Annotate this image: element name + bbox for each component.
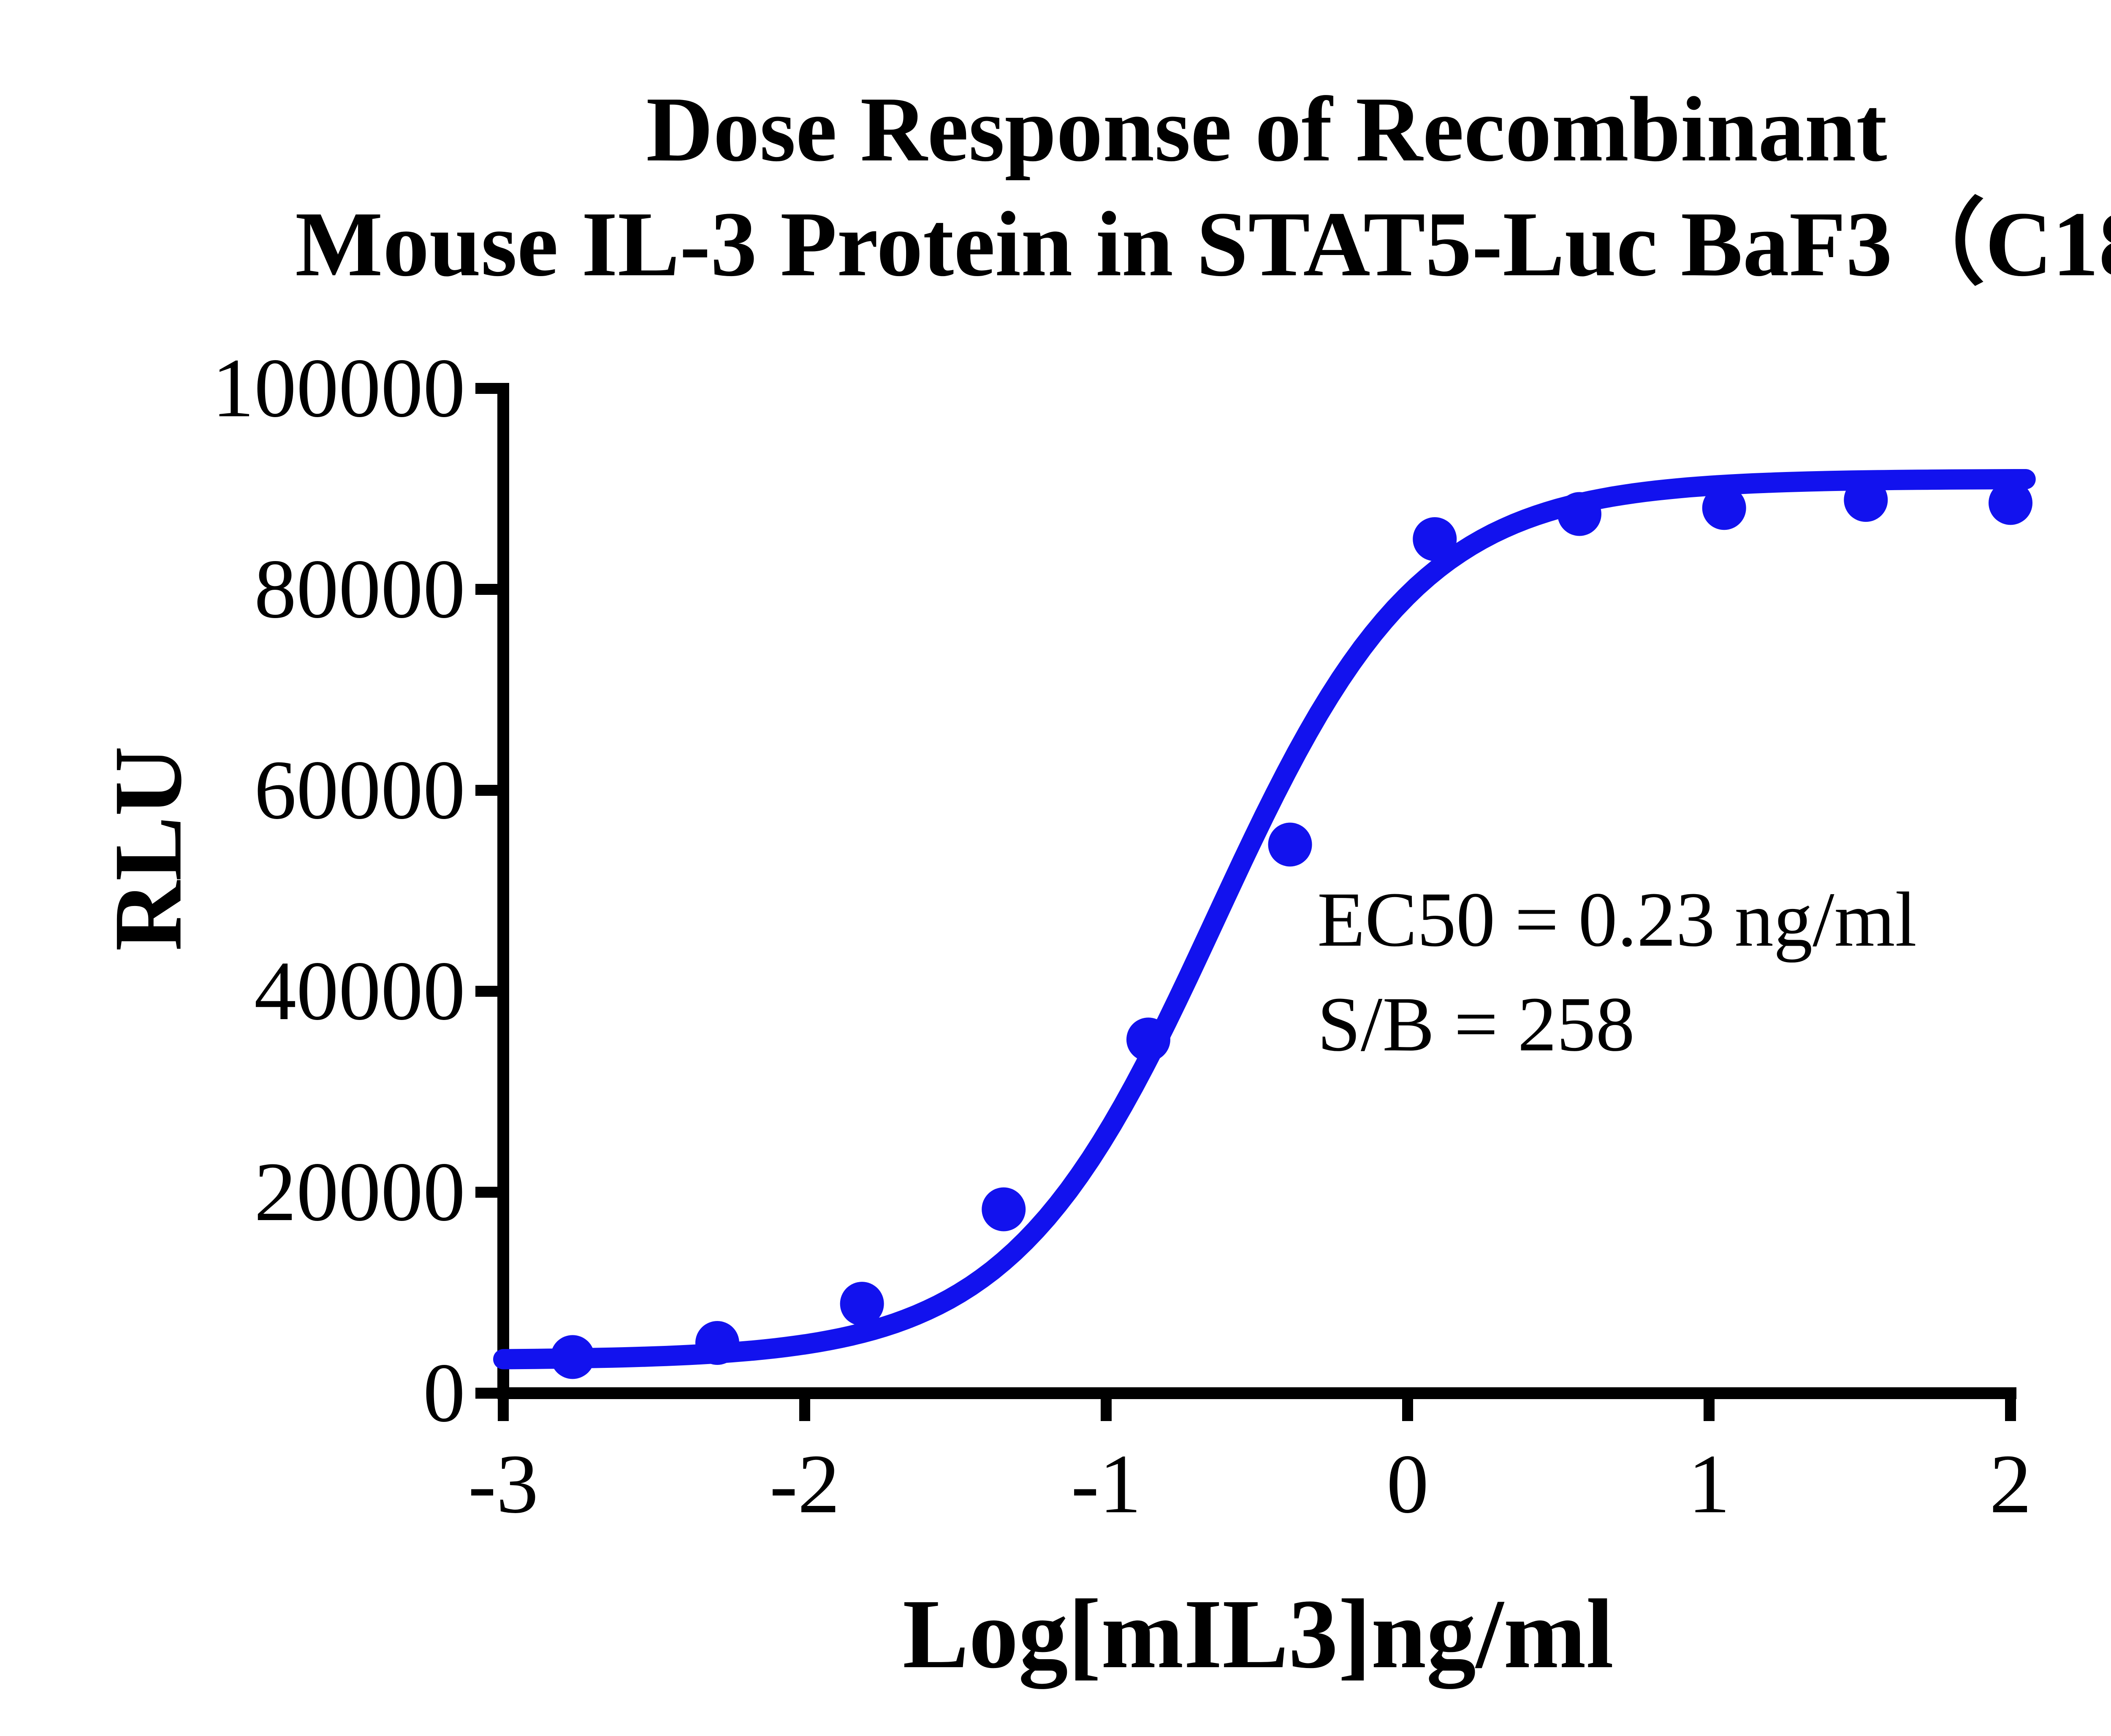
- x-tick-label: -2: [770, 1438, 840, 1531]
- x-axis-label: Log[mIL3]ng/ml: [902, 1579, 1614, 1689]
- data-point: [1557, 492, 1601, 536]
- fit-curve: [493, 469, 2036, 1370]
- y-tick-label: 20000: [254, 1145, 465, 1239]
- data-point: [1844, 478, 1888, 522]
- annotation-ec50: EC50 = 0.23 ng/ml: [1317, 876, 1917, 963]
- y-tick-label: 40000: [254, 944, 465, 1038]
- data-point: [695, 1321, 739, 1365]
- chart-title-line1: Dose Response of Recombinant: [646, 78, 1887, 181]
- y-tick-label: 100000: [212, 342, 465, 435]
- annotation-box: EC50 = 0.23 ng/ml S/B = 258: [1317, 868, 1917, 1077]
- y-tick-label: 60000: [254, 743, 465, 837]
- annotation-sb: S/B = 258: [1317, 981, 1635, 1068]
- y-tick-label: 80000: [254, 542, 465, 636]
- data-point: [1989, 481, 2032, 525]
- data-point: [1702, 486, 1746, 530]
- y-axis-ticks: 0 20000 40000 60000 80000 100000: [212, 342, 503, 1440]
- chart-title: Dose Response of Recombinant Mouse IL-3 …: [207, 72, 2111, 301]
- data-point: [840, 1282, 884, 1326]
- data-point: [1413, 517, 1457, 561]
- x-tick-label: -3: [468, 1438, 539, 1531]
- x-axis-ticks: -3 -2 -1 0 1 2: [468, 1393, 2032, 1531]
- x-tick-label: 0: [1387, 1438, 1429, 1531]
- data-points: [551, 478, 2032, 1379]
- chart-title-line2: Mouse IL-3 Protein in STAT5-Luc BaF3（C18…: [295, 193, 2111, 296]
- x-tick-label: -1: [1071, 1438, 1142, 1531]
- y-tick-label: 0: [423, 1346, 465, 1440]
- data-point: [551, 1335, 595, 1379]
- data-point: [1126, 1017, 1170, 1062]
- axes: [497, 383, 2016, 1399]
- data-point: [1268, 822, 1312, 867]
- x-tick-label: 2: [1989, 1438, 2032, 1531]
- data-point: [982, 1187, 1026, 1231]
- x-tick-label: 1: [1688, 1438, 1730, 1531]
